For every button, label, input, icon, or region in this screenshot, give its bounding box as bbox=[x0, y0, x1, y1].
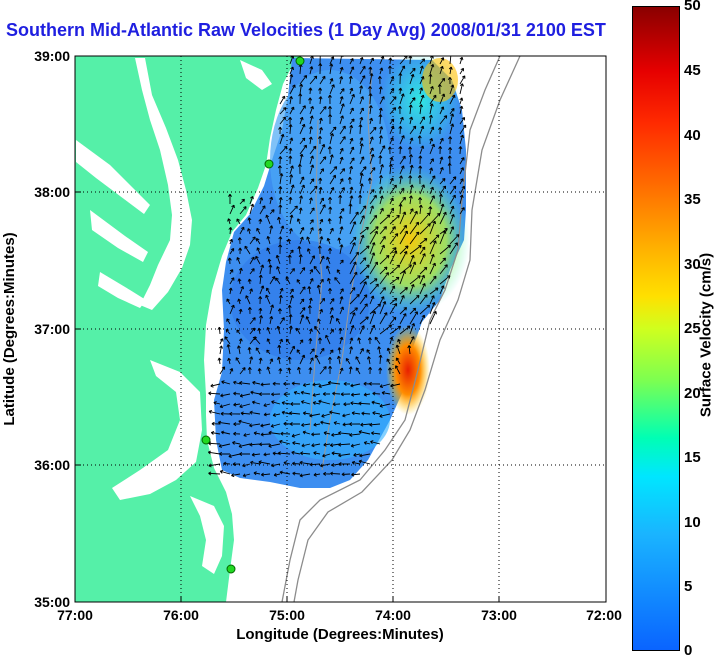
colorbar-tick: 0 bbox=[684, 642, 693, 659]
lon-tick-label: 75:00 bbox=[269, 607, 305, 623]
radar-station-marker bbox=[295, 56, 305, 66]
bay-branch bbox=[240, 60, 272, 90]
radar-stations bbox=[201, 56, 305, 574]
colorbar-tick: 15 bbox=[684, 449, 701, 466]
lat-tick-label: 36:00 bbox=[34, 457, 70, 473]
bay-branch bbox=[90, 210, 148, 262]
grid-lines bbox=[75, 56, 606, 602]
x-axis-label: Longitude (Degrees:Minutes) bbox=[236, 626, 444, 643]
colorbar-tick: 40 bbox=[684, 127, 701, 144]
chesapeake-bay bbox=[135, 58, 192, 310]
lat-tick-label: 38:00 bbox=[34, 184, 70, 200]
lat-tick-label: 35:00 bbox=[34, 594, 70, 610]
bay-branch bbox=[98, 272, 146, 308]
map-title: Southern Mid-Atlantic Raw Velocities (1 … bbox=[6, 20, 606, 40]
bathymetry-contours bbox=[281, 56, 521, 602]
colorbar-label: Surface Velocity (cm/s) bbox=[697, 252, 715, 418]
lat-tick-label: 37:00 bbox=[34, 321, 70, 337]
bay-branch bbox=[76, 140, 150, 214]
y-axis-label: Latitude (Degrees:Minutes) bbox=[1, 232, 18, 425]
radar-station-marker bbox=[226, 564, 236, 574]
lon-tick-label: 76:00 bbox=[163, 607, 199, 623]
sound-water bbox=[190, 496, 224, 574]
radar-station-marker bbox=[264, 159, 274, 169]
colorbar-tick: 5 bbox=[684, 578, 693, 595]
colorbar bbox=[632, 6, 680, 651]
colorbar-tick: 10 bbox=[684, 514, 701, 531]
colorbar-tick: 30 bbox=[684, 256, 701, 273]
lon-tick-label: 72:00 bbox=[586, 607, 622, 623]
radar-station-marker bbox=[201, 435, 211, 445]
lon-tick-label: 73:00 bbox=[481, 607, 517, 623]
lon-tick-label: 74:00 bbox=[375, 607, 411, 623]
lat-tick-label: 39:00 bbox=[34, 48, 70, 64]
colorbar-tick: 45 bbox=[684, 62, 701, 79]
colorbar-tick: 20 bbox=[684, 385, 701, 402]
colorbar-tick: 35 bbox=[684, 191, 701, 208]
lon-tick-label: 77:00 bbox=[57, 607, 93, 623]
colorbar-tick: 50 bbox=[684, 0, 701, 14]
colorbar-tick: 25 bbox=[684, 320, 701, 337]
